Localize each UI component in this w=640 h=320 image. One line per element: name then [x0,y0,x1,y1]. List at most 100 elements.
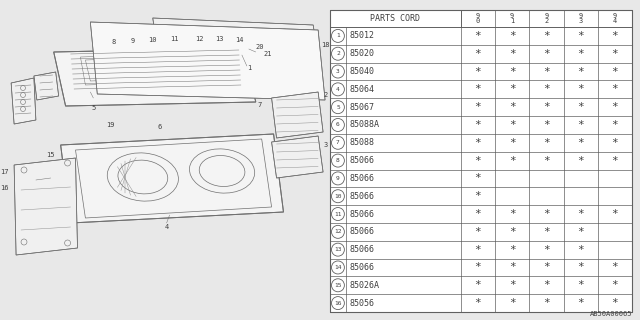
Text: *: * [612,209,618,219]
Text: *: * [543,262,550,272]
Text: 21: 21 [264,51,272,57]
Text: 85088A: 85088A [350,120,380,130]
Text: *: * [577,156,584,165]
Text: 18: 18 [321,42,330,48]
Text: *: * [577,227,584,237]
Text: *: * [474,262,481,272]
Circle shape [283,32,286,35]
Text: *: * [509,84,516,94]
Text: *: * [509,156,516,165]
Circle shape [250,55,253,58]
Text: AB50A00065: AB50A00065 [589,311,632,317]
Polygon shape [11,78,36,124]
Text: 11: 11 [334,212,342,217]
Text: 7: 7 [336,140,340,145]
Circle shape [216,30,219,33]
Text: *: * [509,31,516,41]
Text: *: * [543,67,550,76]
Text: 11: 11 [170,36,179,42]
Text: *: * [543,49,550,59]
Text: *: * [543,245,550,255]
Text: 14: 14 [235,37,243,43]
Circle shape [300,44,303,47]
Text: *: * [509,262,516,272]
Text: 4: 4 [164,224,169,230]
Text: 6: 6 [157,124,162,130]
Circle shape [234,54,236,58]
Text: 16: 16 [334,300,342,306]
Text: *: * [474,120,481,130]
Text: 12: 12 [334,229,342,234]
Text: *: * [474,209,481,219]
Circle shape [200,53,203,57]
Text: 2: 2 [323,92,327,98]
Text: *: * [577,138,584,148]
Text: 85066: 85066 [350,156,375,165]
Circle shape [166,41,168,44]
Text: 12: 12 [195,36,204,42]
Text: *: * [509,67,516,76]
Text: *: * [577,298,584,308]
Text: 1: 1 [336,33,340,38]
Text: *: * [612,262,618,272]
Text: 17: 17 [1,169,9,175]
Text: 3: 3 [336,69,340,74]
Text: 6: 6 [336,123,340,127]
Text: PARTS CORD: PARTS CORD [371,14,420,23]
Circle shape [300,33,303,36]
Text: *: * [543,120,550,130]
Text: 7: 7 [258,102,262,108]
Text: *: * [474,298,481,308]
Text: 5: 5 [92,105,95,111]
Text: *: * [509,102,516,112]
Text: *: * [577,280,584,290]
Text: 15: 15 [334,283,342,288]
Text: *: * [509,120,516,130]
Circle shape [267,44,269,46]
Circle shape [182,29,185,32]
Text: *: * [577,102,584,112]
Text: *: * [474,102,481,112]
Text: *: * [543,138,550,148]
Text: 85012: 85012 [350,31,375,40]
Text: *: * [612,156,618,165]
Text: 1: 1 [246,65,251,71]
Text: *: * [509,138,516,148]
Polygon shape [14,158,77,255]
Text: *: * [612,102,618,112]
Text: *: * [509,49,516,59]
Text: 85020: 85020 [350,49,375,58]
Text: 3: 3 [323,142,327,148]
Polygon shape [34,72,59,100]
Text: 20: 20 [256,44,264,50]
Text: 85066: 85066 [350,210,375,219]
Circle shape [165,28,168,31]
Text: *: * [474,84,481,94]
Text: *: * [612,49,618,59]
Text: *: * [509,209,516,219]
Text: 9
4: 9 4 [613,13,617,24]
Text: 9: 9 [131,38,135,44]
Text: *: * [474,49,481,59]
Polygon shape [54,48,256,106]
Polygon shape [90,22,325,100]
Text: *: * [577,262,584,272]
Text: *: * [577,49,584,59]
Circle shape [183,53,186,56]
Text: 85026A: 85026A [350,281,380,290]
Circle shape [166,52,169,55]
Text: *: * [543,84,550,94]
Text: *: * [612,84,618,94]
Text: 85066: 85066 [350,192,375,201]
Text: *: * [474,280,481,290]
Text: *: * [543,31,550,41]
Text: *: * [577,245,584,255]
Text: *: * [474,173,481,183]
Text: 9
3: 9 3 [579,13,583,24]
Text: 16: 16 [1,185,9,191]
Circle shape [301,57,304,60]
Text: 9
2: 9 2 [544,13,548,24]
Text: 85066: 85066 [350,245,375,254]
Text: 9
1: 9 1 [510,13,515,24]
Text: *: * [509,227,516,237]
